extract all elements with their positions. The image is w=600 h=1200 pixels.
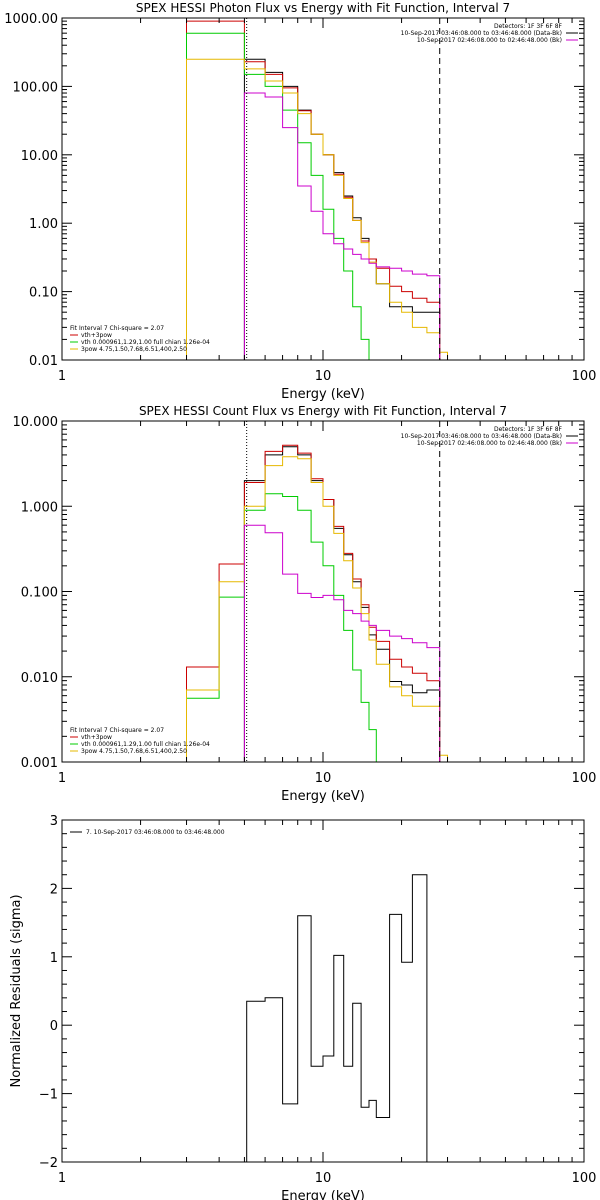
series-group: [186, 444, 448, 762]
x-tick-label: 1: [58, 771, 66, 786]
series-line-4: [243, 92, 441, 360]
x-axis-label: Energy (keV): [281, 1189, 365, 1200]
legend-text: vth+3pow: [81, 332, 112, 339]
y-tick-label: 10.000: [13, 415, 59, 430]
chart-title: SPEX HESSI Photon Flux vs Energy with Fi…: [136, 1, 510, 15]
series-line-0: [243, 446, 441, 762]
x-tick-label: 100: [572, 1171, 597, 1186]
header-text: Detectors: 1F 3F 6F 8F: [494, 426, 563, 433]
plot-frame: [61, 420, 585, 763]
header-text: 10-Sep-2017 03:46:08.000 to 03:46:48.000…: [401, 433, 562, 440]
legend-text: 3pow 4.75,1.50,7.68,6.51,400,2.50: [81, 748, 187, 755]
photon-flux-panel: SPEX HESSI Photon Flux vs Energy with Fi…: [4, 1, 597, 402]
series-line-0: [246, 874, 428, 1162]
header-text: 10-Sep-2017 02:46:08.000 to 02:46:48.000…: [417, 440, 562, 447]
y-tick-label: 1000.00: [4, 12, 58, 27]
x-tick-label: 100: [572, 369, 597, 384]
series-line-3: [186, 58, 448, 360]
x-tick-label: 1: [58, 1171, 66, 1186]
y-tick-label: −2: [39, 1156, 58, 1171]
y-tick-label: 0.100: [21, 586, 58, 601]
legend-text: vth+3pow: [81, 734, 112, 741]
header-text: 10-Sep-2017 02:46:08.000 to 02:46:48.000…: [417, 37, 562, 44]
x-tick-label: 1: [58, 369, 66, 384]
y-tick-label: 1.000: [21, 500, 58, 515]
y-tick-label: 1.00: [29, 217, 58, 232]
x-tick-label: 10: [315, 771, 332, 786]
legend-text: Fit Interval 7 Chi-square = 2.07: [70, 727, 164, 734]
y-axis-label: Normalized Residuals (sigma): [9, 894, 24, 1087]
y-tick-label: 0.10: [29, 286, 58, 301]
series-line-1: [186, 444, 441, 762]
series-line-1: [186, 20, 441, 360]
y-tick-label: 0: [50, 1019, 58, 1034]
chart-title: SPEX HESSI Count Flux vs Energy with Fit…: [139, 404, 507, 418]
y-tick-label: 100.00: [13, 80, 59, 95]
x-tick-label: 10: [315, 1171, 332, 1186]
y-tick-label: 1: [50, 951, 58, 966]
y-tick-label: 0.01: [29, 354, 58, 369]
legend-text: 7. 10-Sep-2017 03:46:08.000 to 03:46:48.…: [86, 829, 225, 836]
header-text: Detectors: 1F 3F 6F 8F: [494, 23, 563, 30]
series-line-4: [243, 524, 441, 762]
y-tick-label: −1: [39, 1088, 58, 1103]
legend-text: vth 0.000961,1.29,1.00 full chian 1.26e-…: [81, 741, 210, 748]
x-axis-label: Energy (keV): [281, 789, 365, 804]
x-axis-label: Energy (keV): [281, 387, 365, 402]
x-tick-label: 10: [315, 369, 332, 384]
count-flux-panel: SPEX HESSI Count Flux vs Energy with Fit…: [13, 404, 597, 804]
legend-text: Fit Interval 7 Chi-square = 2.07: [70, 325, 164, 332]
series-line-2: [186, 32, 370, 360]
header-text: 10-Sep-2017 03:46:08.000 to 03:46:48.000…: [401, 30, 562, 37]
y-tick-label: 3: [50, 814, 58, 829]
y-tick-label: 0.001: [21, 756, 58, 771]
legend-text: 3pow 4.75,1.50,7.68,6.51,400,2.50: [81, 346, 187, 353]
series-line-3: [186, 456, 448, 762]
plot-frame: [61, 819, 585, 1163]
series-group: [186, 20, 448, 360]
x-tick-label: 100: [572, 771, 597, 786]
y-tick-label: 10.00: [21, 149, 58, 164]
series-line-2: [186, 493, 377, 762]
legend-text: vth 0.000961,1.29,1.00 full chian 1.26e-…: [81, 339, 210, 346]
y-tick-label: 2: [50, 882, 58, 897]
series-group: [246, 874, 428, 1162]
y-tick-label: 0.010: [21, 671, 58, 686]
residuals-panel: Energy (keV) Normalized Residuals (sigma)…: [9, 814, 596, 1200]
